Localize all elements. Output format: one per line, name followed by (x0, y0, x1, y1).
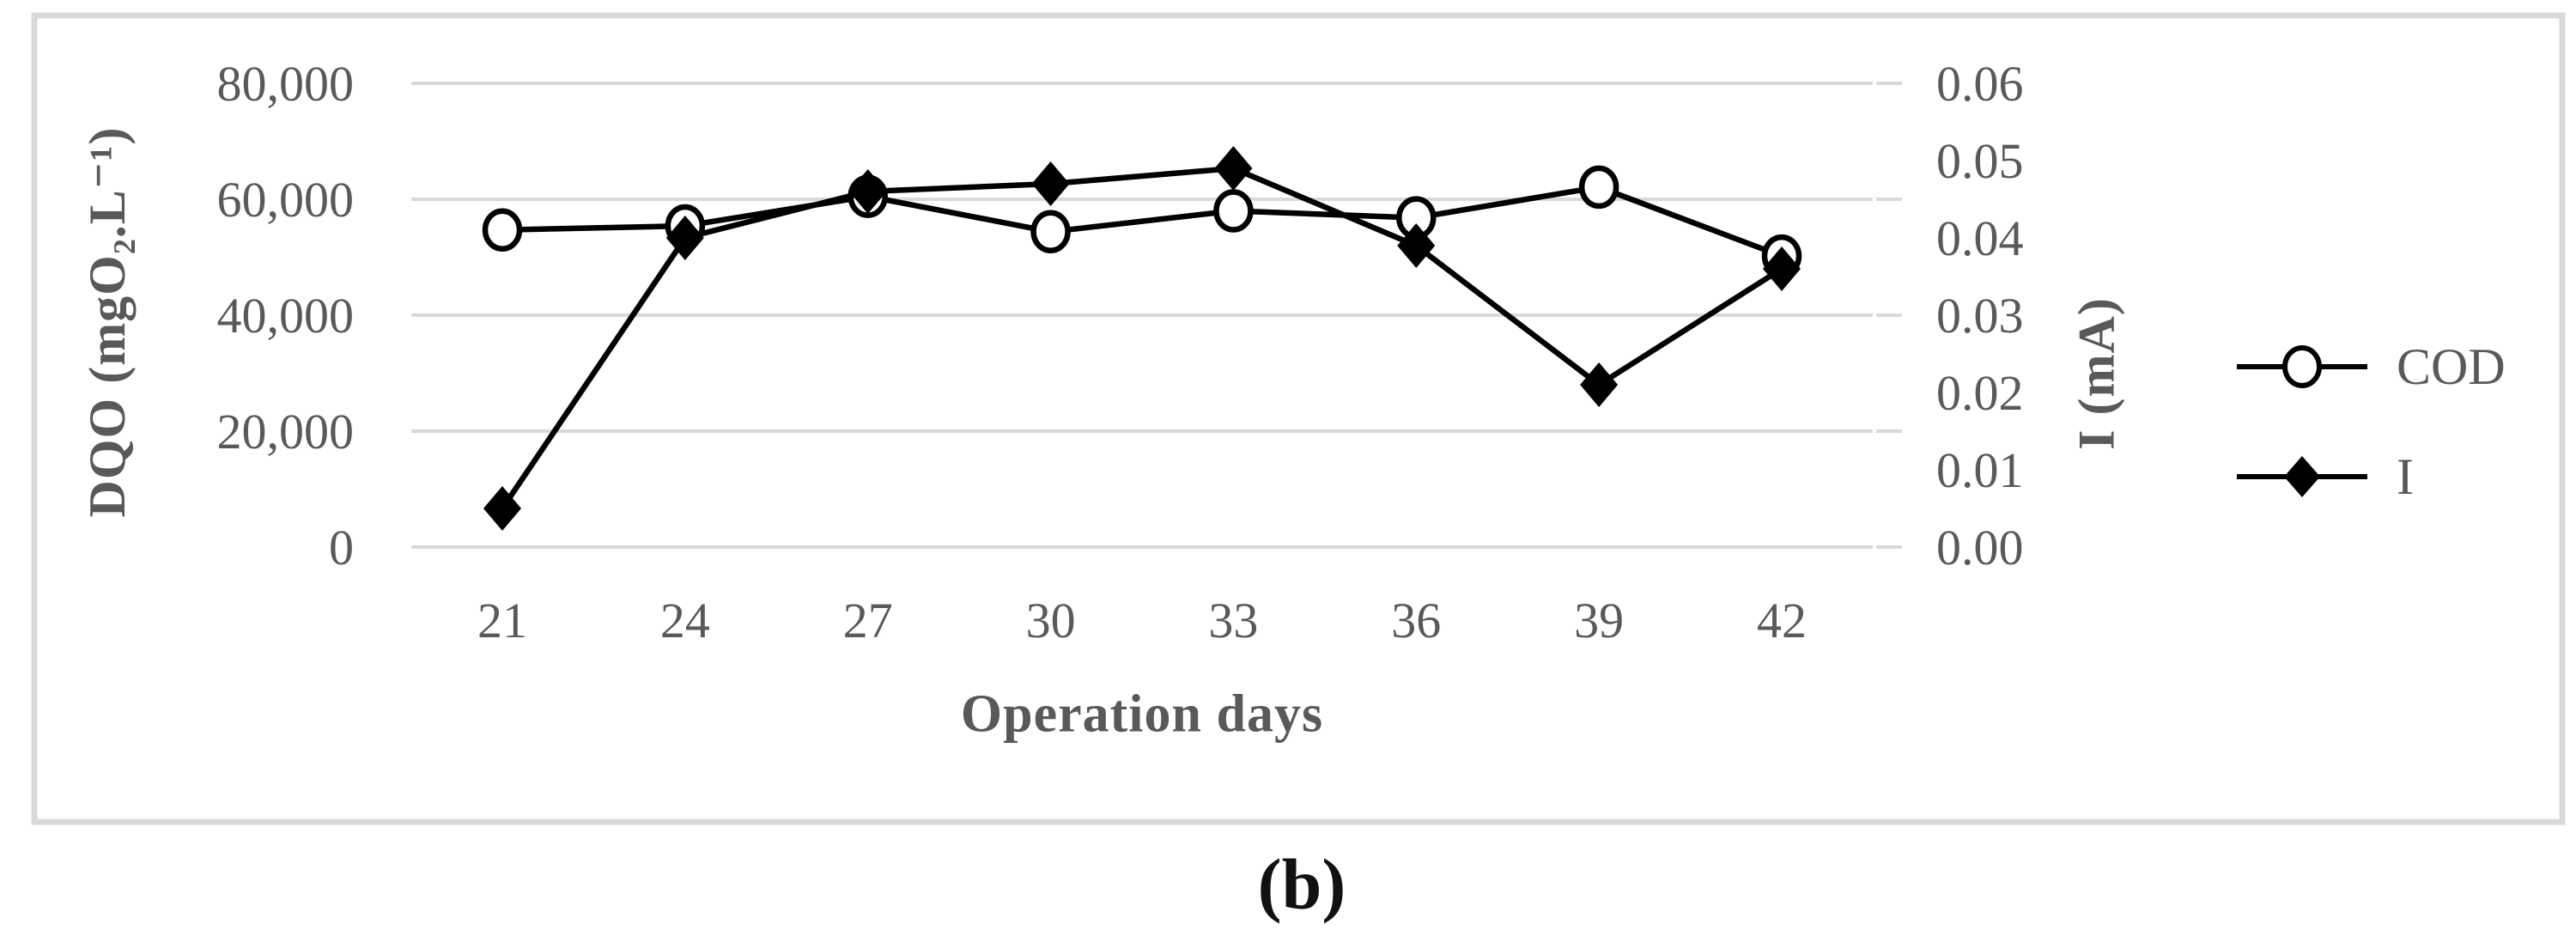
right-axis-tick-label: 0.03 (1936, 288, 2024, 344)
cod-data-point (1578, 165, 1619, 210)
x-axis-tick-label: 36 (1391, 593, 1441, 648)
current-data-point (1214, 146, 1253, 191)
current-data-point (1763, 246, 1801, 291)
right-axis-tick-label: 0.01 (1936, 442, 2024, 498)
i-series-line (500, 165, 1783, 510)
left-axis-tick-label: 40,000 (217, 288, 355, 344)
current-data-point (1397, 223, 1436, 268)
open-circle-marker-icon (2237, 345, 2367, 388)
right-axis-tick-label: 0.04 (1936, 210, 2024, 266)
x-axis-title: Operation days (960, 684, 1324, 744)
figure-caption: (b) (1257, 844, 1346, 925)
x-axis-tick-label: 42 (1757, 593, 1807, 648)
cod-data-point (482, 208, 523, 252)
left-axis-tick-label: 20,000 (217, 404, 355, 459)
legend-label-i: I (2397, 447, 2414, 505)
left-axis-tick-label: 60,000 (217, 172, 355, 228)
left-axis-tick-label: 0 (329, 520, 354, 575)
left-axis-tick-label: 80,000 (217, 56, 355, 112)
cod-series-line (501, 184, 1783, 259)
current-data-point (848, 169, 887, 214)
right-axis-tick-label: 0.05 (1936, 133, 2024, 189)
x-axis-tick-label: 21 (477, 593, 527, 648)
x-axis-tick-label: 24 (660, 593, 710, 648)
right-axis-title: I (mA) (2068, 297, 2125, 450)
x-axis-tick-label: 39 (1574, 593, 1624, 648)
x-axis-tick-label: 33 (1208, 593, 1258, 648)
legend-label-cod: COD (2397, 338, 2506, 395)
right-axis-tick-label: 0.00 (1936, 520, 2024, 575)
x-axis-tick-label: 27 (843, 593, 893, 648)
x-axis-tick-label: 30 (1026, 593, 1076, 648)
current-data-point (1031, 161, 1070, 206)
right-axis-tick-label: 0.02 (1936, 365, 2024, 421)
current-data-point (483, 486, 521, 531)
figure-border (31, 12, 2566, 825)
filled-diamond-marker-icon (2237, 456, 2367, 497)
current-data-point (665, 216, 704, 260)
left-axis-title: DQO (mgO₂.L⁻¹) (79, 126, 136, 518)
legend-item-cod: COD (2237, 338, 2506, 395)
current-data-point (1580, 362, 1619, 407)
cod-data-point (1213, 189, 1254, 233)
cod-data-point (1030, 210, 1071, 254)
legend-item-i: I (2237, 448, 2414, 505)
right-axis-tick-label: 0.06 (1936, 56, 2024, 112)
